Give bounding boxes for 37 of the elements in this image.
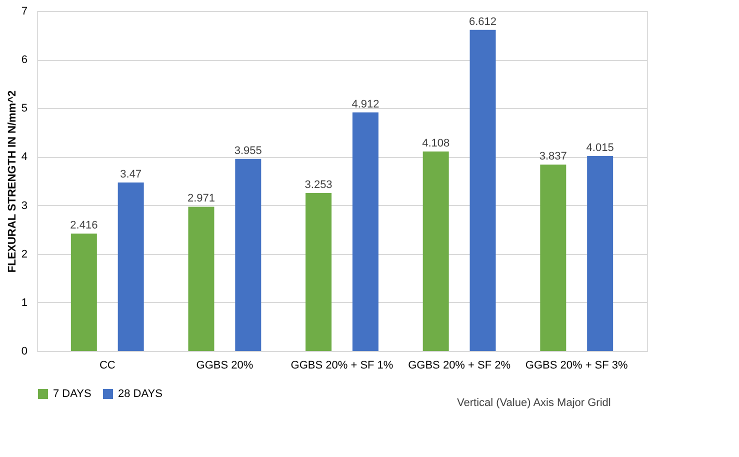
bar: [470, 30, 496, 351]
data-label: 4.108: [422, 137, 450, 150]
bar: [306, 192, 332, 351]
y-tick-label: 0: [21, 346, 28, 358]
data-label: 2.416: [70, 220, 98, 232]
data-label: 3.253: [304, 178, 332, 191]
y-tick-label: 2: [21, 248, 28, 260]
data-label: 4.912: [352, 98, 380, 110]
x-tick-label: GGBS 20%: [196, 360, 254, 372]
text: Vertical (Value) Axis Major Gridl: [457, 397, 611, 409]
y-axis-title: FLEXURAL STRENGTH IN N/mm^2: [6, 90, 18, 273]
x-tick-label: GGBS 20% + SF 2%: [408, 360, 511, 372]
x-tick-label: GGBS 20% + SF 3%: [525, 360, 628, 372]
bar: [422, 151, 449, 351]
bar: [188, 206, 214, 351]
data-label: 6.612: [469, 16, 497, 28]
bar: [118, 182, 144, 351]
data-label: 3.47: [120, 168, 142, 180]
legend-label: 7 DAYS: [53, 388, 92, 400]
legend-label: 28 DAYS: [118, 388, 162, 400]
bar: [587, 156, 614, 351]
bar: [540, 164, 566, 351]
y-tick-label: 1: [21, 296, 28, 309]
y-tick-label: 7: [21, 6, 28, 18]
y-tick-label: 4: [21, 151, 28, 164]
y-tick-label: 6: [21, 54, 28, 66]
bar: [235, 158, 262, 351]
y-tick-label: 3: [21, 200, 28, 212]
x-tick-label: CC: [99, 360, 116, 372]
x-tick-label: GGBS 20% + SF 1%: [290, 360, 394, 372]
bar: [352, 112, 378, 351]
bar: [70, 234, 97, 351]
data-label: 4.015: [586, 142, 614, 154]
data-label: 3.837: [539, 150, 567, 163]
y-tick-label: 5: [21, 102, 28, 115]
data-label: 3.955: [234, 144, 262, 157]
data-label: 2.971: [187, 192, 215, 205]
